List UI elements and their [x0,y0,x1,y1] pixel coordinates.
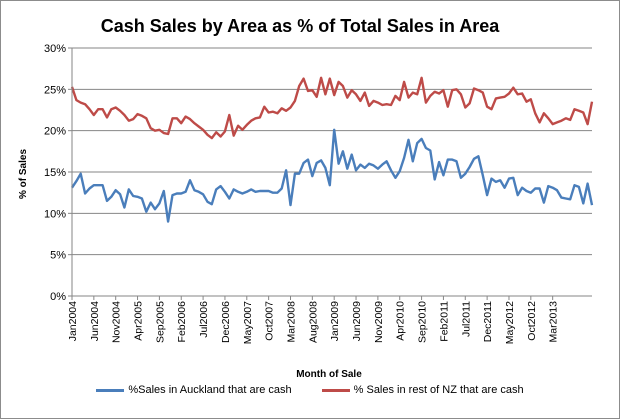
x-tick-label: Jul2011 [460,301,472,337]
chart-title: Cash Sales by Area as % of Total Sales i… [101,16,500,36]
legend-swatch-auckland [96,388,125,392]
x-tick-label: Apr2005 [133,301,145,341]
x-axis-title: Month of Sale [296,369,362,380]
x-tick-label: Feb2006 [176,301,188,343]
series-lines [70,76,594,223]
x-axis-ticks: Jan2004 Jun2004 Nov2004 Apr2005 Sep2005 Feb20… [67,296,560,344]
x-tick-label: May2012 [504,301,516,344]
x-tick-label: Mar2013 [548,301,560,343]
y-axis-title: % of Sales [18,149,29,199]
x-tick-label: Jul2006 [198,301,210,338]
x-tick-label: Sep2005 [154,301,166,343]
x-tick-label: Jan2009 [329,301,341,341]
x-tick-label: Oct2012 [526,301,538,341]
legend-swatch-rest-of-nz [321,388,350,392]
legend-label-auckland: %Sales in Auckland that are cash [128,384,292,396]
x-tick-label: Aug2008 [307,301,319,343]
legend-label-rest-of-nz: % Sales in rest of NZ that are cash [353,384,524,396]
x-tick-label: Jun2004 [89,301,101,341]
y-tick-label: 30% [44,43,66,55]
x-tick-label: Feb2011 [438,301,450,342]
legend: %Sales in Auckland that are cash % Sales… [0,380,620,400]
legend-item-auckland: %Sales in Auckland that are cash [96,384,292,396]
x-tick-label: Dec2006 [220,301,232,343]
y-tick-label: 15% [44,167,66,179]
x-tick-label: Jan2004 [67,301,79,341]
x-tick-label: Nov2004 [111,301,123,343]
y-tick-label: 25% [44,84,66,96]
y-tick-label: 20% [44,126,66,138]
y-tick-label: 10% [44,208,66,220]
x-tick-label: Dec2011 [482,301,494,342]
x-tick-label: Oct2007 [264,301,276,341]
y-tick-label: 5% [50,250,66,262]
x-tick-label: Jun2009 [351,301,363,341]
x-tick-label: May2007 [242,301,254,344]
x-tick-label: Sep2010 [417,301,429,343]
x-tick-label: Nov2009 [373,301,385,343]
x-tick-label: Mar2008 [285,301,297,343]
x-tick-label: Apr2010 [395,301,407,341]
legend-item-rest-of-nz: % Sales in rest of NZ that are cash [321,384,524,396]
y-tick-label: 0% [50,291,66,303]
series-line-rest-of-nz [70,76,594,140]
series-line-auckland [71,128,594,223]
y-axis-ticks: 0% 5% 10% 15% 20% 25% 30% [44,43,72,303]
